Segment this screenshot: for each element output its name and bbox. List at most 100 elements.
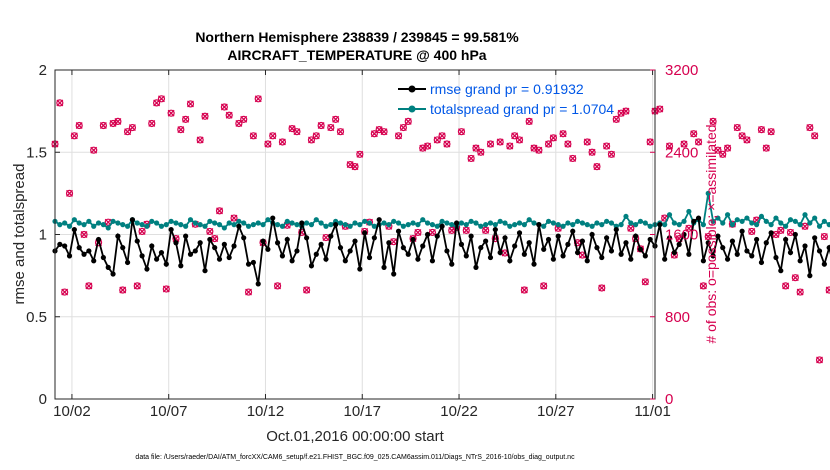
rmse-point xyxy=(57,241,63,247)
rmse-point xyxy=(633,233,639,239)
obs-possible-point xyxy=(317,121,325,130)
obs-possible-point xyxy=(723,144,732,152)
obs-possible-point xyxy=(438,132,446,140)
totalspread-point xyxy=(628,220,634,226)
totalspread-point xyxy=(139,222,145,228)
rmse-point xyxy=(357,266,363,272)
rmse-point xyxy=(579,238,586,244)
totalspread-point xyxy=(720,220,726,226)
obs-possible-point xyxy=(544,140,553,148)
rmse-point xyxy=(749,253,755,259)
obs-possible-point xyxy=(520,286,528,294)
totalspread-point xyxy=(642,220,648,226)
obs-assimilated-point xyxy=(70,132,78,140)
obs-possible-point xyxy=(588,148,596,156)
totalspread-point xyxy=(163,222,169,228)
obs-assimilated-point xyxy=(612,115,620,123)
obs-possible-point xyxy=(815,356,824,364)
obs-assimilated-point xyxy=(303,286,311,294)
obs-possible-point xyxy=(80,230,88,239)
obs-assimilated-point xyxy=(782,282,790,290)
rmse-point xyxy=(347,248,353,254)
obs-possible-point xyxy=(65,189,74,197)
obs-possible-point xyxy=(433,136,441,144)
rmse-point xyxy=(768,230,774,236)
obs-possible-point xyxy=(273,282,282,290)
y-right-tick-label: 0 xyxy=(665,391,673,408)
obs-assimilated-point xyxy=(157,95,165,103)
totalspread-point xyxy=(671,220,677,226)
totalspread-point xyxy=(633,222,639,228)
obs-assimilated-point xyxy=(709,117,717,125)
rmse-point xyxy=(507,258,513,264)
obs-possible-point xyxy=(646,138,654,146)
obs-possible-point xyxy=(738,132,746,140)
rmse-point xyxy=(700,258,706,264)
totalspread-point xyxy=(579,220,586,226)
rmse-point xyxy=(154,256,160,262)
obs-assimilated-point xyxy=(690,130,698,138)
totalspread-point xyxy=(739,218,745,224)
obs-assimilated-point xyxy=(762,144,770,152)
rmse-point xyxy=(279,253,286,259)
obs-assimilated-point xyxy=(293,128,301,136)
rmse-point xyxy=(400,245,406,251)
obs-possible-point xyxy=(148,119,156,128)
totalspread-point xyxy=(531,220,537,226)
obs-possible-point xyxy=(709,117,717,126)
rmse-point xyxy=(434,233,440,239)
obs-assimilated-point xyxy=(554,224,562,232)
totalspread-point xyxy=(473,220,479,226)
totalspread-point xyxy=(154,220,160,226)
obs-assimilated-point xyxy=(457,128,465,136)
totalspread-point xyxy=(637,218,644,224)
obs-assimilated-point xyxy=(356,150,364,158)
obs-assimilated-point xyxy=(428,228,436,236)
obs-possible-point xyxy=(278,138,287,146)
obs-possible-point xyxy=(733,123,741,132)
rmse-point xyxy=(608,248,615,254)
totalspread-point xyxy=(541,223,547,229)
rmse-point xyxy=(647,236,653,243)
rmse-point xyxy=(570,228,576,234)
rmse-point xyxy=(797,258,803,264)
x-axis-label: Oct.01,2016 00:00:00 start xyxy=(266,428,444,445)
rmse-point xyxy=(686,251,692,257)
rmse-point xyxy=(110,271,116,277)
rmse-point xyxy=(458,241,465,247)
obs-possible-point xyxy=(428,228,437,237)
obs-possible-point xyxy=(70,132,78,140)
totalspread-point xyxy=(410,220,416,226)
rmse-point xyxy=(657,222,663,228)
totalspread-point xyxy=(192,220,198,226)
rmse-point xyxy=(662,256,668,262)
rmse-point xyxy=(386,240,392,246)
rmse-point xyxy=(623,240,629,246)
rmse-point xyxy=(381,264,387,270)
obs-possible-point xyxy=(786,228,795,237)
rmse-point xyxy=(415,256,421,262)
obs-assimilated-point xyxy=(109,120,117,127)
obs-assimilated-point xyxy=(719,150,727,158)
obs-possible-point xyxy=(603,142,611,150)
obs-assimilated-point xyxy=(245,288,253,296)
obs-assimilated-point xyxy=(128,124,136,132)
totalspread-point xyxy=(304,220,310,226)
obs-assimilated-point xyxy=(443,140,451,148)
rmse-point xyxy=(260,238,266,244)
obs-possible-point xyxy=(99,121,107,130)
obs-possible-point xyxy=(133,282,141,290)
obs-possible-point xyxy=(370,130,378,138)
obs-possible-point xyxy=(515,136,524,144)
totalspread-point xyxy=(574,218,581,224)
y-axis-right-label: # of obs: o=possible; ×=assimilated xyxy=(703,124,719,343)
rmse-point xyxy=(202,268,208,274)
obs-possible-point xyxy=(119,286,127,294)
totalspread-point xyxy=(487,220,494,226)
obs-assimilated-point xyxy=(520,286,528,294)
totalspread-point xyxy=(100,222,106,228)
obs-possible-point xyxy=(182,115,190,123)
rmse-point xyxy=(139,253,145,259)
obs-possible-point xyxy=(356,150,364,158)
rmse-point xyxy=(410,236,416,243)
